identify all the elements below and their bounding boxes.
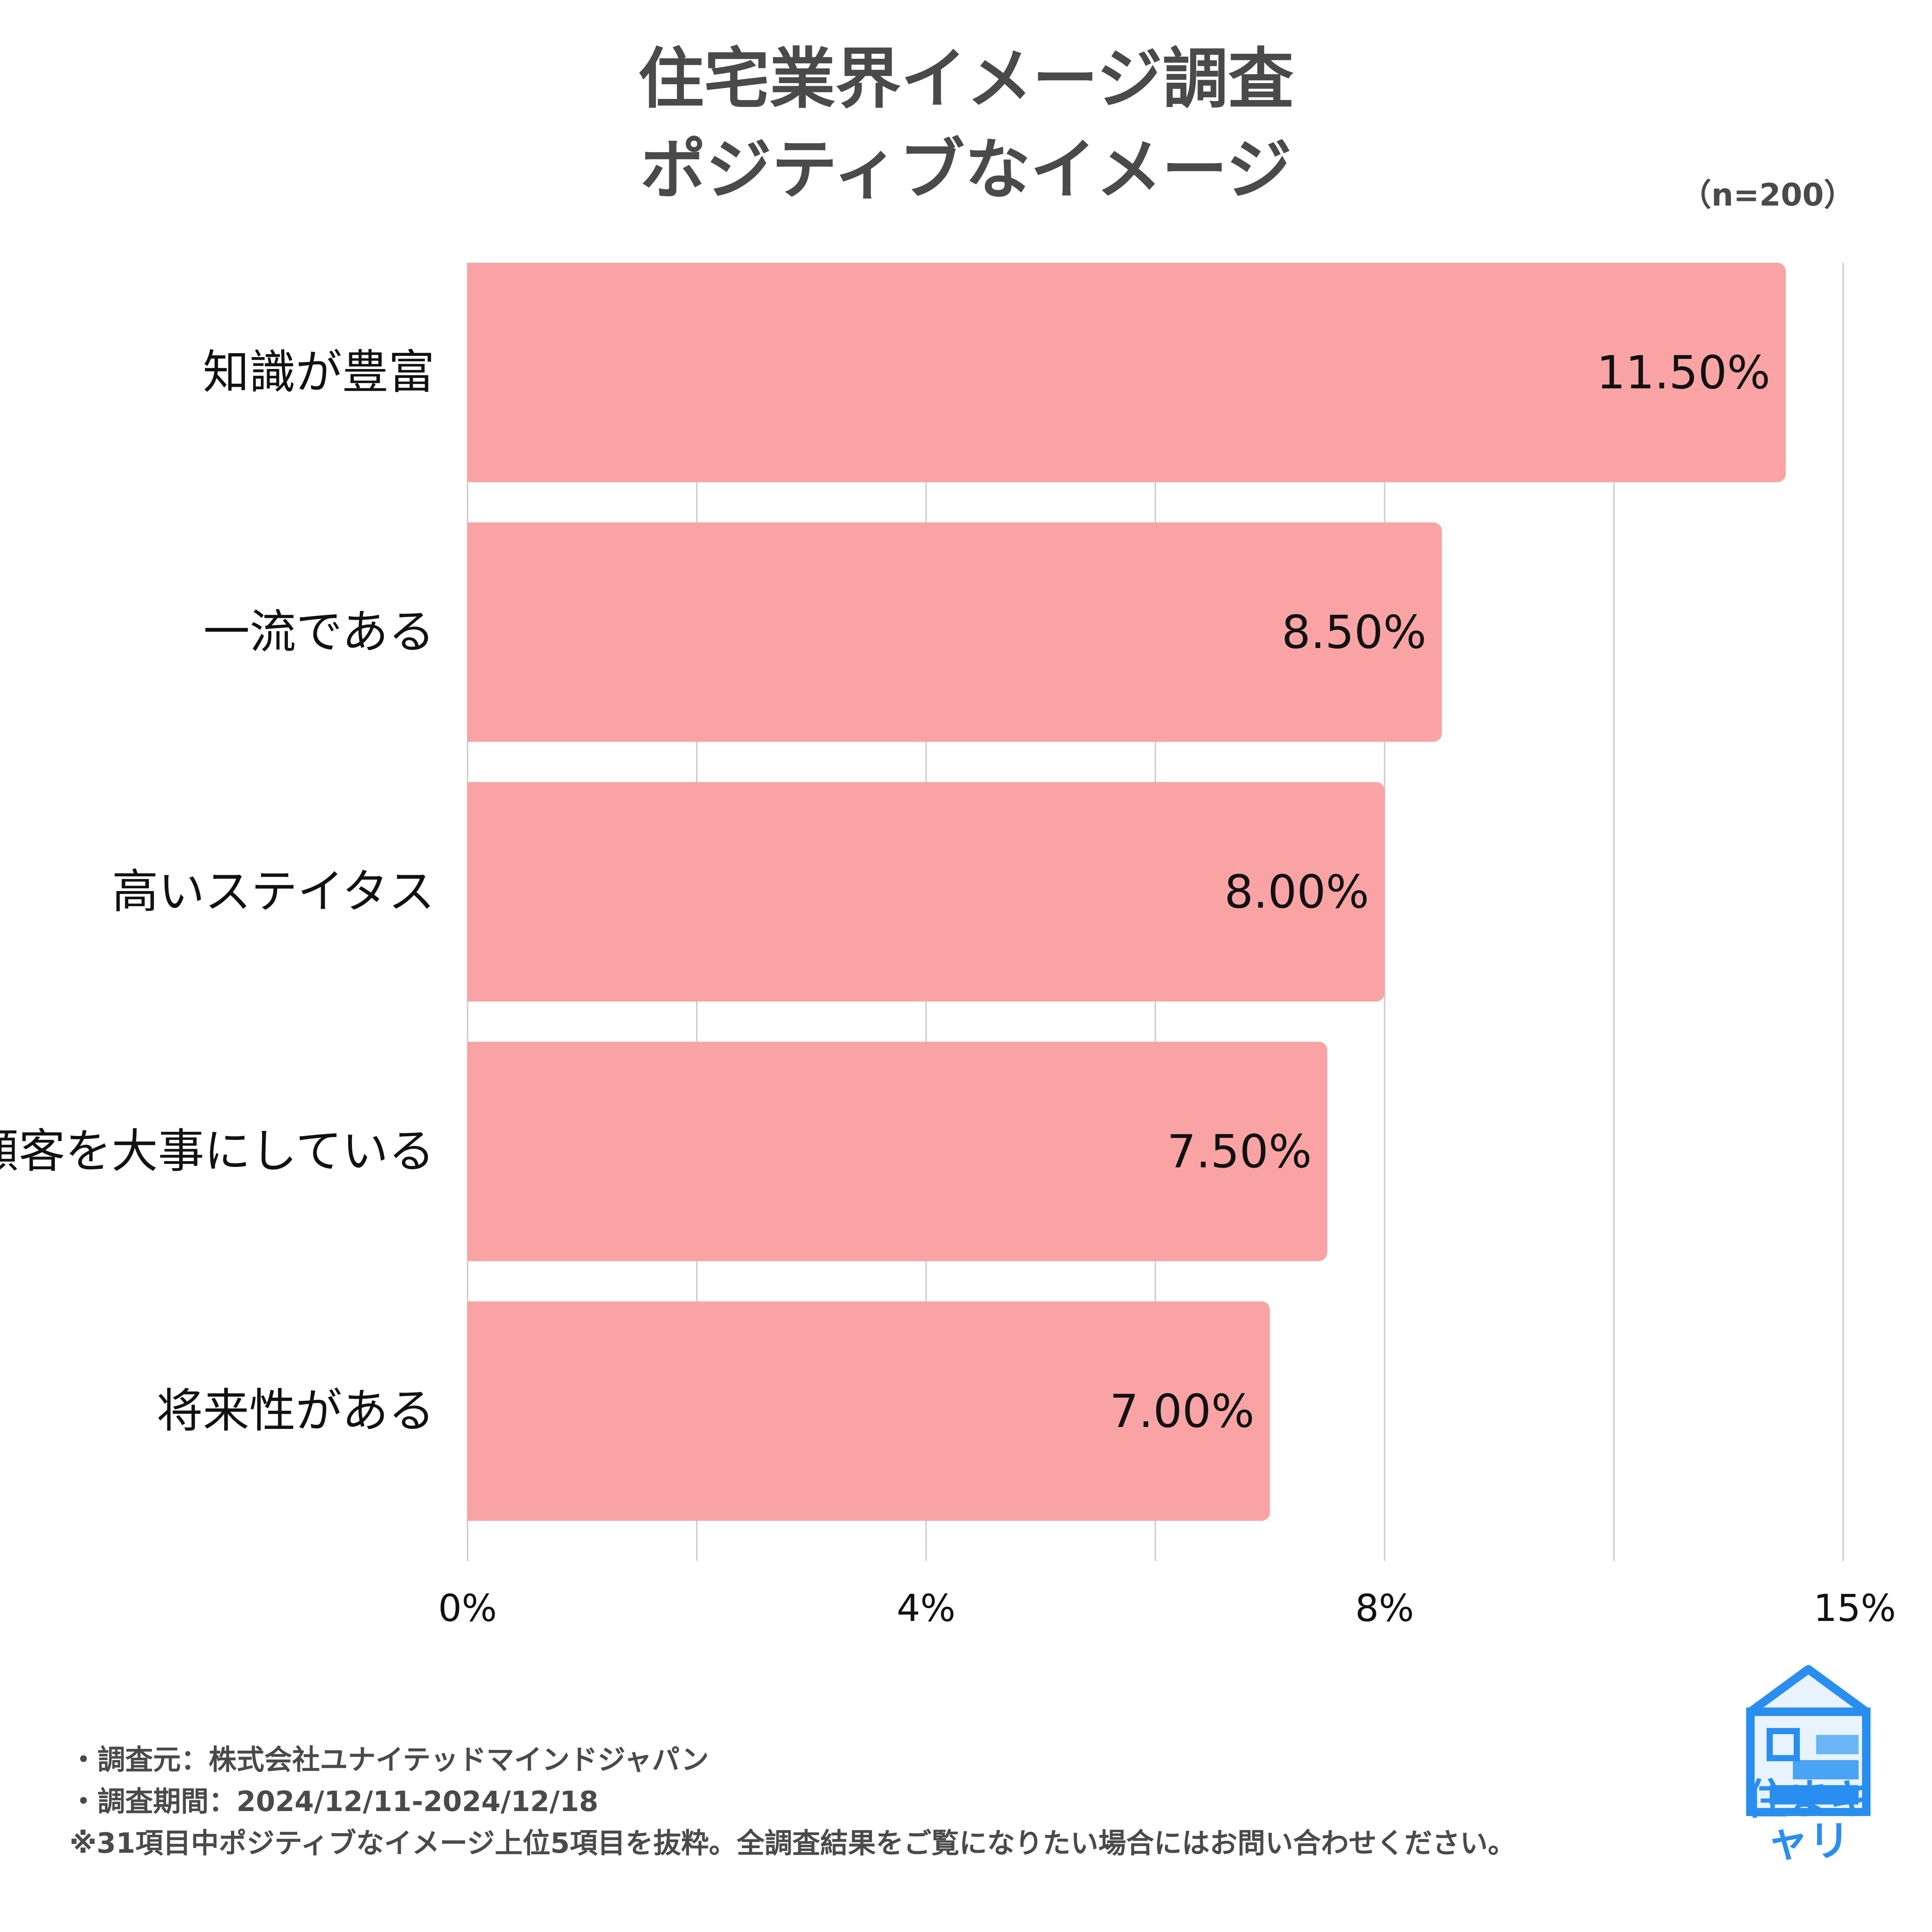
footer-note-period: ・調査期間：2024/12/11-2024/12/18 xyxy=(70,1785,599,1818)
data-label: 11.50% xyxy=(1597,346,1770,399)
category-label: 高いステイタス xyxy=(112,865,435,918)
category-label: 顧客を大事にしている xyxy=(0,1124,435,1178)
brand-logo: 住まキャリ xyxy=(1727,1662,1889,1862)
bar-base xyxy=(468,1042,479,1261)
bars xyxy=(468,263,1786,1521)
category-label: 将来性がある xyxy=(156,1384,435,1438)
x-tick-label: 0% xyxy=(438,1587,497,1630)
x-tick-label: 4% xyxy=(897,1587,956,1630)
x-tick-label: 15% xyxy=(1813,1587,1896,1630)
data-label: 8.00% xyxy=(1224,865,1369,918)
bar-base xyxy=(468,782,479,1002)
x-tick-label: 8% xyxy=(1355,1587,1414,1630)
bar xyxy=(468,522,1442,742)
bar-base xyxy=(468,1301,479,1521)
x-axis-tick-labels: 0% 4% 8% 15% xyxy=(438,1587,1896,1630)
category-label: 知識が豊富 xyxy=(203,345,435,399)
bar xyxy=(468,782,1385,1002)
house-stairs-icon xyxy=(1746,1665,1871,1816)
chart-subtitle: ポジティブなイメージ xyxy=(640,132,1292,208)
data-label: 7.00% xyxy=(1110,1384,1255,1438)
category-label: 一流である xyxy=(203,605,435,659)
bar xyxy=(468,1042,1327,1261)
chart-title: 住宅業界イメージ調査 xyxy=(638,41,1294,117)
data-label: 8.50% xyxy=(1282,605,1427,659)
bar xyxy=(468,263,1786,482)
sample-size-label: （n=200） xyxy=(1680,177,1855,213)
value-labels: 11.50% 8.50% 8.00% 7.50% 7.00% xyxy=(1110,346,1770,1438)
bar-base xyxy=(468,522,479,742)
footer-note-source: ・調査元：株式会社ユナイテッドマインドジャパン xyxy=(70,1743,709,1776)
bar-base xyxy=(468,263,479,482)
bar xyxy=(468,1301,1270,1521)
brand-logo-text: 住まキャリ xyxy=(1745,1776,1871,1866)
footer-note-disclaimer: ※31項目中ポジティブなイメージ上位5項目を抜粋。全調査結果をご覧になりたい場合… xyxy=(70,1827,1516,1859)
data-label: 7.50% xyxy=(1167,1125,1312,1178)
footer-notes: ・調査元：株式会社ユナイテッドマインドジャパン ・調査期間：2024/12/11… xyxy=(70,1739,1516,1864)
